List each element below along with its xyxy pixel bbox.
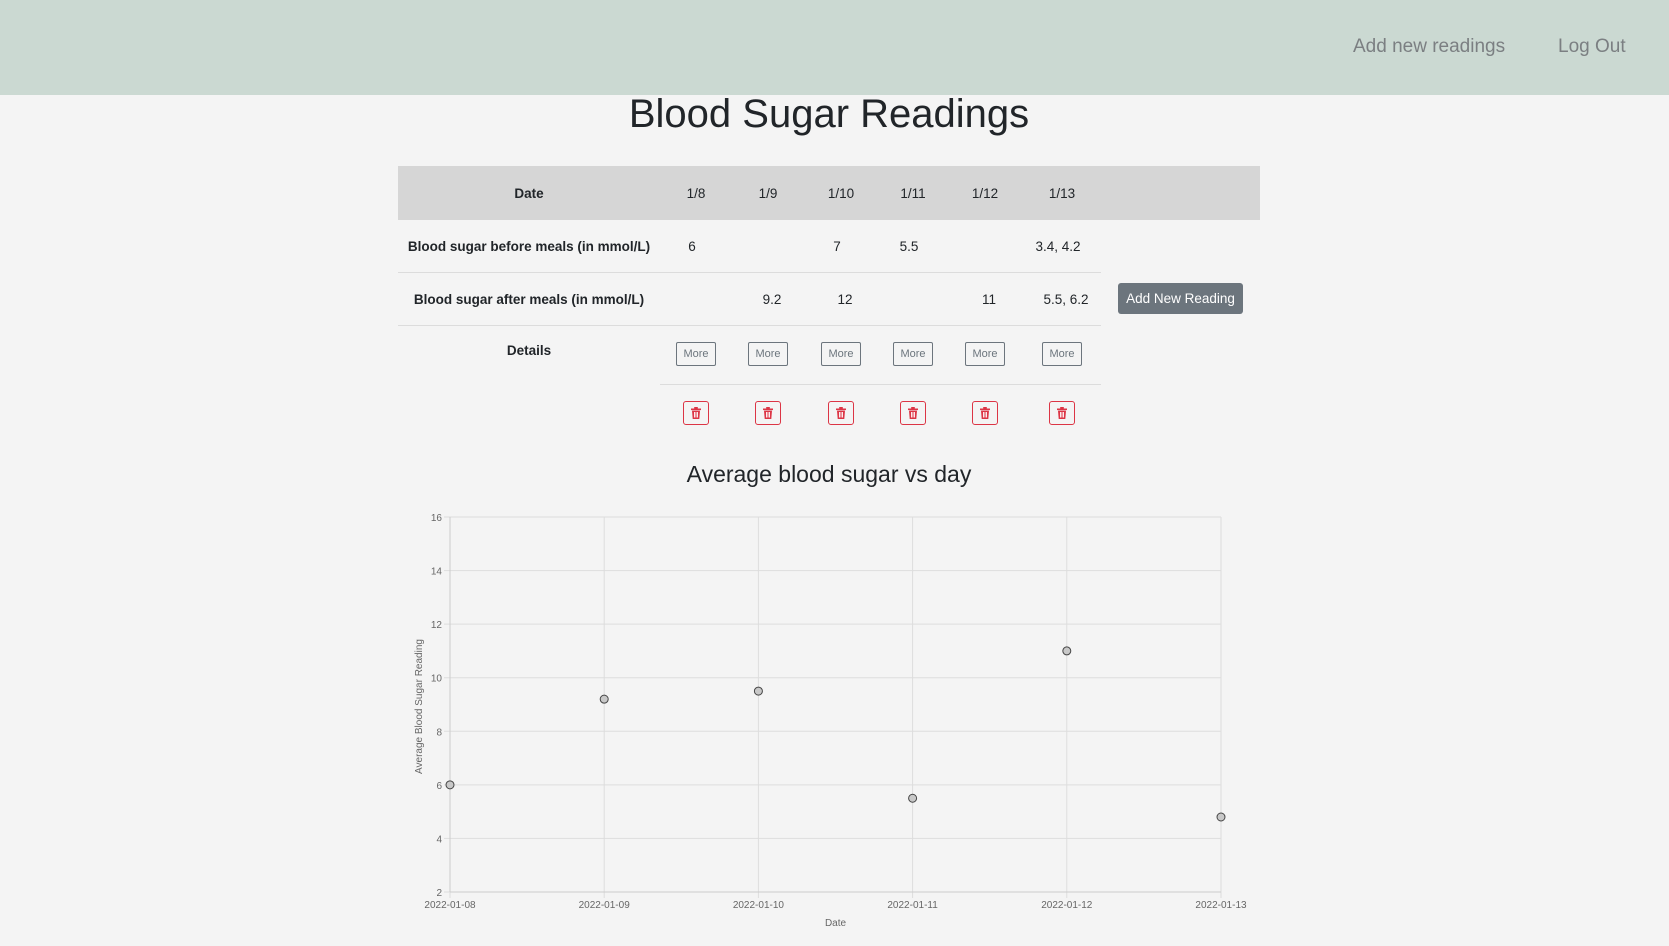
x-tick-label: 2022-01-13: [1195, 900, 1247, 911]
data-point: [445, 780, 455, 790]
more-button[interactable]: More: [676, 342, 716, 366]
row-divider: [398, 272, 1101, 273]
x-tick-label: 2022-01-10: [733, 900, 785, 911]
y-tick-label: 12: [431, 620, 443, 631]
y-tick-label: 4: [436, 834, 442, 845]
before-meals-value: 3.4, 4.2: [1035, 239, 1081, 254]
after-meals-value: 11: [981, 292, 997, 307]
trash-icon: [1057, 407, 1067, 419]
more-button[interactable]: More: [748, 342, 788, 366]
after-meals-label: Blood sugar after meals (in mmol/L): [413, 292, 645, 307]
delete-button[interactable]: [900, 401, 926, 425]
delete-button[interactable]: [683, 401, 709, 425]
after-meals-value: 12: [837, 292, 853, 307]
trash-icon: [691, 407, 701, 419]
more-button[interactable]: More: [965, 342, 1005, 366]
data-point: [1216, 812, 1226, 822]
row-divider: [660, 384, 1101, 385]
y-tick-label: 2: [436, 888, 442, 899]
data-point: [908, 793, 918, 803]
before-meals-label: Blood sugar before meals (in mmol/L): [407, 239, 651, 254]
row-divider: [398, 325, 1101, 326]
table-header-row: [398, 166, 1260, 220]
data-point: [1062, 646, 1072, 656]
y-tick-label: 16: [431, 513, 443, 524]
x-tick-label: 2022-01-12: [1041, 900, 1093, 911]
before-meals-value: 7: [833, 239, 841, 254]
x-tick-label: 2022-01-09: [579, 900, 631, 911]
readings-table: Add New Reading Date 1/8 1/9 1/10 1/11 1/12 1/…: [398, 166, 1260, 446]
date-column-header: 1/8: [686, 186, 706, 201]
nav-log-out-link[interactable]: Log Out: [1558, 36, 1626, 57]
data-point: [599, 694, 609, 704]
delete-button[interactable]: [972, 401, 998, 425]
data-point: [753, 686, 763, 696]
y-tick-label: 10: [431, 674, 443, 685]
trash-icon: [836, 407, 846, 419]
after-meals-value: 9.2: [762, 292, 782, 307]
y-axis-label: Average Blood Sugar Reading: [414, 639, 425, 774]
page-title: Blood Sugar Readings: [628, 92, 1030, 136]
date-column-header: 1/10: [827, 186, 855, 201]
trash-icon: [980, 407, 990, 419]
before-meals-value: 5.5: [899, 239, 919, 254]
x-tick-label: 2022-01-08: [424, 900, 476, 911]
date-column-header: 1/9: [758, 186, 778, 201]
y-tick-label: 8: [436, 727, 442, 738]
delete-button[interactable]: [1049, 401, 1075, 425]
trash-icon: [763, 407, 773, 419]
date-header-label: Date: [514, 186, 544, 201]
nav-add-new-readings-link[interactable]: Add new readings: [1353, 36, 1506, 57]
date-column-header: 1/11: [900, 186, 926, 201]
after-meals-value: 5.5, 6.2: [1043, 292, 1089, 307]
trash-icon: [908, 407, 918, 419]
delete-button[interactable]: [828, 401, 854, 425]
more-button[interactable]: More: [893, 342, 933, 366]
x-tick-label: 2022-01-11: [887, 900, 938, 911]
before-meals-value: 6: [688, 239, 696, 254]
add-new-reading-button[interactable]: Add New Reading: [1118, 283, 1243, 314]
delete-button[interactable]: [755, 401, 781, 425]
navbar: Add new readings Log Out: [0, 0, 1669, 95]
date-column-header: 1/12: [971, 186, 999, 201]
details-label: Details: [506, 343, 552, 358]
y-tick-label: 6: [436, 781, 442, 792]
y-tick-label: 14: [431, 567, 443, 578]
x-axis-label: Date: [825, 918, 847, 929]
date-column-header: 1/13: [1048, 186, 1076, 201]
more-button[interactable]: More: [821, 342, 861, 366]
chart-title: Average blood sugar vs day: [686, 461, 972, 487]
more-button[interactable]: More: [1042, 342, 1082, 366]
